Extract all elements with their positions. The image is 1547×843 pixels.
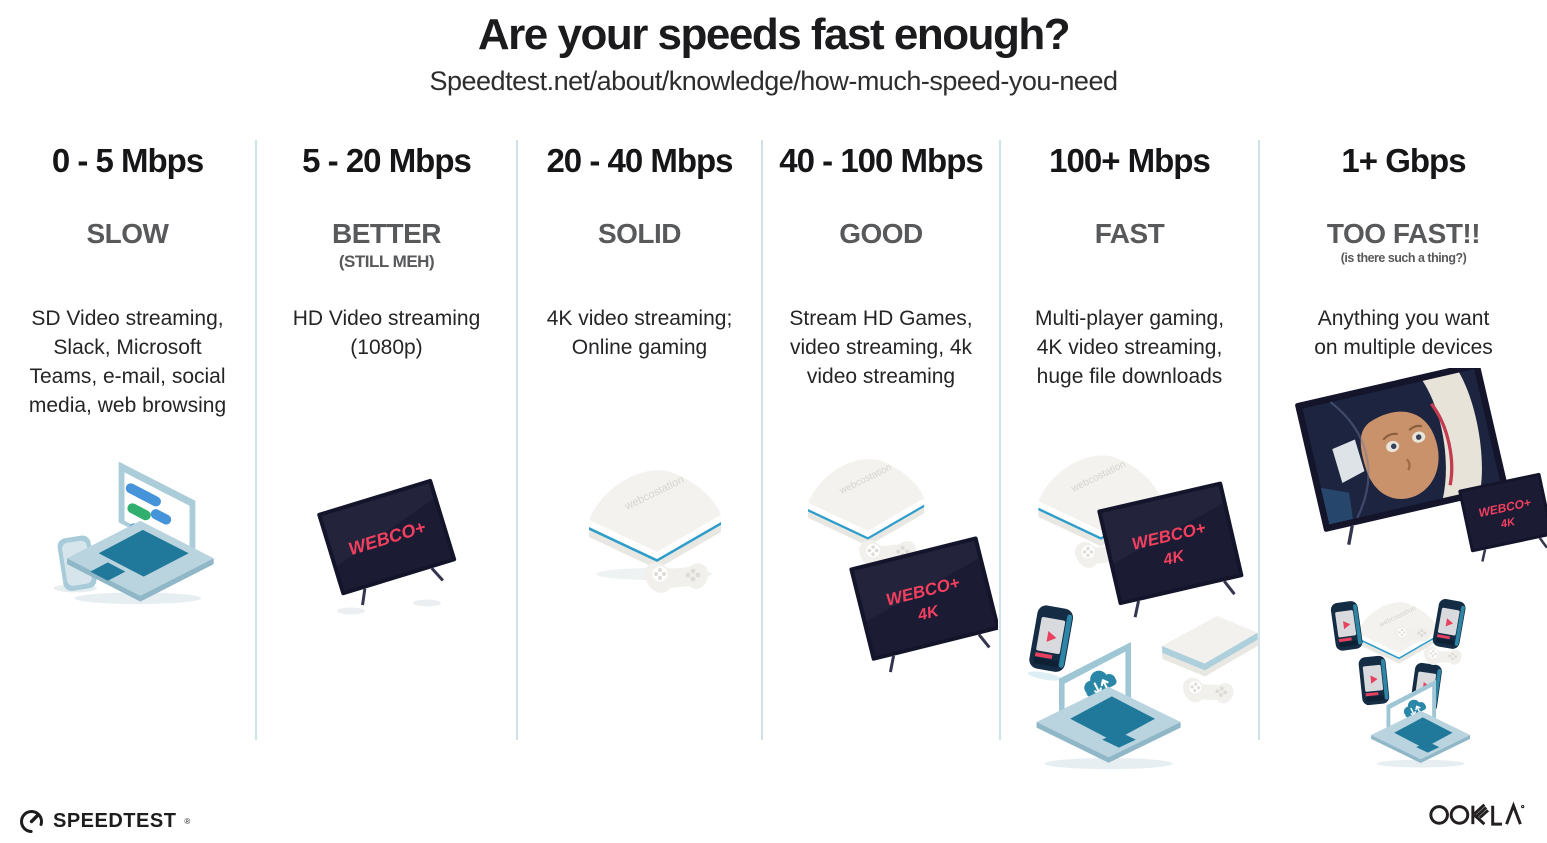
ookla-logo (1429, 800, 1525, 833)
tv-4k-label: 4K (915, 603, 941, 625)
speed-range: 100+ Mbps (1049, 142, 1211, 179)
column-100-plus-mbps: 100+ Mbps FAST Multi-player gaming, 4K v… (1001, 140, 1260, 770)
tier-label: FAST (1094, 218, 1165, 249)
tier-description: SD Video streaming, Slack, Microsoft Tea… (28, 307, 227, 417)
column-5-20-mbps: 5 - 20 Mbps BETTER (STILL MEH) HD Video … (257, 140, 518, 740)
tier-description: Multi-player gaming, 4K video streaming,… (1034, 307, 1225, 388)
many-devices-illustration: webcostation WEBCO+ 4K (1027, 455, 1258, 770)
column-0-5-mbps: 0 - 5 Mbps SLOW SD Video streaming, Slac… (0, 140, 257, 740)
laptop-icon (67, 461, 214, 602)
header: Are your speeds fast enough? Speedtest.n… (0, 0, 1547, 97)
tier-description: Anything you want on multiple devices (1314, 307, 1493, 359)
speed-tier-columns: 0 - 5 Mbps SLOW SD Video streaming, Slac… (0, 140, 1547, 770)
speed-range: 20 - 40 Mbps (546, 142, 733, 179)
video-phone-icon (1358, 655, 1390, 706)
console-and-4k-tv-illustration: webcostation WEBCO+ 4K (808, 458, 998, 673)
page-subtitle-url: Speedtest.net/about/knowledge/how-much-s… (429, 66, 1118, 96)
speedtest-wordmark: SPEEDTEST (53, 810, 177, 832)
console-icon: webcostation (808, 458, 925, 546)
column-20-40-mbps: 20 - 40 Mbps SOLID 4K video streaming; O… (518, 140, 763, 740)
tier-description: Stream HD Games, video streaming, 4k vid… (789, 307, 973, 388)
astronaut-movie-still (1302, 369, 1501, 525)
tv-icon: WEBCO+ (317, 478, 457, 606)
laptop-and-phone-illustration (53, 461, 214, 605)
column-1-plus-gbps: 1+ Gbps TOO FAST!! (is there such a thin… (1260, 140, 1547, 768)
tier-label: TOO FAST!! (1326, 218, 1481, 249)
tv-4k-label: 4K (1499, 516, 1517, 531)
speedtest-logo: SPEEDTEST ® (18, 808, 190, 835)
speed-range: 5 - 20 Mbps (302, 142, 472, 179)
page-title: Are your speeds fast enough? (477, 10, 1071, 59)
movie-tv-icon (1295, 368, 1509, 546)
game-controller-icon (1423, 646, 1462, 665)
slim-console-icon (1161, 616, 1258, 677)
4k-tv-icon: WEBCO+ 4K (849, 536, 998, 673)
game-controller-icon (1183, 677, 1234, 704)
tier-note: (STILL MEH) (338, 252, 435, 271)
small-4k-tv-icon: WEBCO+ 4K (1458, 472, 1547, 562)
game-console-illustration: webcostation (589, 470, 721, 593)
speed-range: 40 - 100 Mbps (779, 142, 983, 179)
cloud-transfer-icon (1084, 670, 1117, 697)
tier-label: BETTER (332, 218, 442, 249)
column-40-100-mbps: 40 - 100 Mbps GOOD Stream HD Games, vide… (763, 140, 1001, 740)
speed-range: 0 - 5 Mbps (51, 142, 204, 179)
tv-4k-label: 4K (1161, 548, 1187, 570)
4k-tv-icon: WEBCO+ 4K (1097, 481, 1244, 618)
speedometer-gauge-icon (20, 810, 43, 833)
hd-tv-illustration: WEBCO+ (317, 478, 457, 615)
tier-label: SLOW (86, 218, 170, 249)
all-devices-illustration: WEBCO+ 4K webcostation (1295, 368, 1547, 768)
console-icon: webcostation (589, 470, 721, 569)
tier-description: HD Video streaming (1080p) (292, 307, 481, 359)
video-phone-icon (1432, 599, 1466, 649)
game-controller-icon (1392, 625, 1431, 644)
tier-label: GOOD (839, 218, 923, 249)
tier-description: 4K video streaming; Online gaming (546, 307, 733, 359)
laptop-download-icon (1371, 680, 1471, 768)
tier-note: (is there such a thing?) (1340, 251, 1467, 265)
laptop-download-icon (1036, 642, 1181, 770)
ookla-wordmark-icon (1429, 801, 1525, 826)
tier-label: SOLID (597, 218, 682, 249)
game-controller-icon (644, 562, 709, 593)
video-phone-icon (1330, 601, 1363, 651)
speed-range: 1+ Gbps (1341, 142, 1466, 179)
speedtest-trademark: ® (184, 817, 191, 826)
video-phone-icon (1027, 605, 1074, 681)
